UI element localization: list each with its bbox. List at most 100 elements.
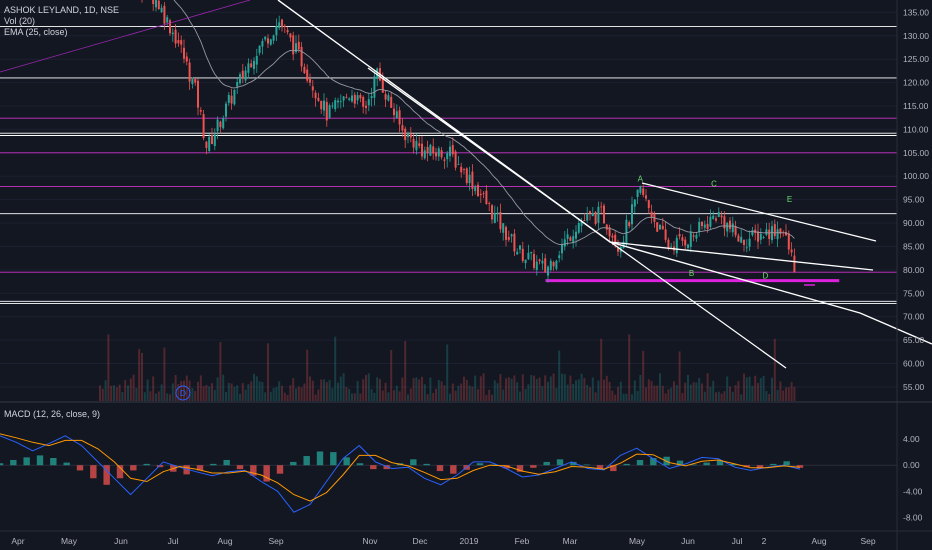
macd-histogram-bar [356,463,364,466]
macd-pane [0,433,897,513]
volume-bar [729,386,731,401]
volume-bar [670,387,673,401]
time-tick-label: Dec [412,536,428,546]
time-tick-label: 2019 [460,536,479,546]
volume-bar [356,381,359,401]
candle-body [521,248,524,261]
macd-histogram-bar [143,463,150,466]
macd-histogram-bar [116,465,124,479]
volume-bar [407,394,409,401]
volume-bar [353,393,356,401]
volume-bar [782,390,785,401]
volume-bar [160,384,163,401]
candle-body [233,89,236,105]
candle-body [317,97,320,101]
candle-body [656,222,659,232]
volume-bar [110,385,113,401]
time-tick-label: Sep [268,536,283,546]
volume-bar [457,385,460,401]
volume-bar [695,382,698,401]
macd-histogram-bar [743,465,750,468]
candle-body [432,146,435,154]
volume-bar [169,394,171,401]
macd-histogram-bar [476,463,484,466]
volume-bar [580,373,583,401]
macd-histogram-bar [543,461,550,466]
volume-bar [423,384,426,401]
volume-bar [779,381,782,401]
macd-histogram-bar [410,459,417,466]
volume-bar [365,375,367,401]
volume-bar [524,388,527,401]
macd-histogram-bar [303,456,310,466]
volume-bar [687,375,689,401]
volume-bar [323,379,325,401]
candle-body [281,19,283,28]
candle-body [547,266,549,276]
candle-body [412,138,415,148]
macd-histogram-bar [676,460,684,466]
volume-bar [306,349,309,401]
volume-bar [555,388,558,401]
volume-bar [558,350,561,401]
candle-body [292,35,295,55]
candle-body [684,239,687,246]
volume-bar [734,385,737,401]
macd-histogram-bar [290,461,297,466]
candle-body [572,236,575,244]
price-tick-label: 130.00 [903,31,929,41]
candle-body [451,145,454,155]
macd-histogram-bar [183,465,190,475]
candle-body [740,236,743,243]
volume-bar [348,388,351,401]
volume-bar [124,380,127,401]
macd-indicator-label[interactable]: MACD (12, 26, close, 9) [4,409,101,419]
volume-bar [337,382,339,401]
candle-body [552,261,555,267]
price-tick-label: 85.00 [903,241,925,251]
candle-body [166,17,169,23]
volume-bar [339,376,342,401]
candle-body [163,5,166,24]
volume-bar [785,387,787,401]
candle-body [314,92,317,99]
volume-bar [197,381,199,401]
volume-bar [650,381,653,401]
time-tick-label: Mar [563,536,578,546]
volume-bar [300,387,303,401]
volume-bar [185,375,188,401]
candle-body [779,228,782,234]
volume-bar [583,378,586,401]
volume-bar [216,377,219,401]
volume-indicator-label[interactable]: Vol (20) [4,16,36,26]
volume-bar [351,393,353,401]
volume-bar [359,393,362,401]
macd-tick-label: 0.00 [903,460,920,470]
candle-body [418,143,421,146]
candle-body [575,231,577,239]
macd-histogram-bar [503,465,510,469]
candle-body [636,189,639,197]
volume-bar [138,349,141,401]
candle-body [757,231,759,242]
candle-body [664,229,667,240]
macd-histogram-bar [196,465,204,471]
dividend-marker[interactable]: D [175,385,191,401]
ema-indicator-label[interactable]: EMA (25, close) [4,27,68,37]
volume-bar [684,382,687,401]
candle-body [538,259,541,262]
volume-bar [757,382,759,401]
macd-histogram-bar [423,463,430,466]
candle-body [278,22,281,28]
volume-bar [488,389,491,401]
macd-histogram-bar [23,457,30,466]
candle-body [465,168,468,184]
main-legend: ASHOK LEYLAND, 1D, NSE Vol (20) EMA (25,… [4,5,119,38]
symbol-title[interactable]: ASHOK LEYLAND, 1D, NSE [4,5,120,15]
volume-bar [180,381,183,401]
volume-bar [325,382,328,401]
volume-bar [664,393,667,401]
macd-histogram-bar [703,462,710,466]
volume-bar [208,386,211,401]
